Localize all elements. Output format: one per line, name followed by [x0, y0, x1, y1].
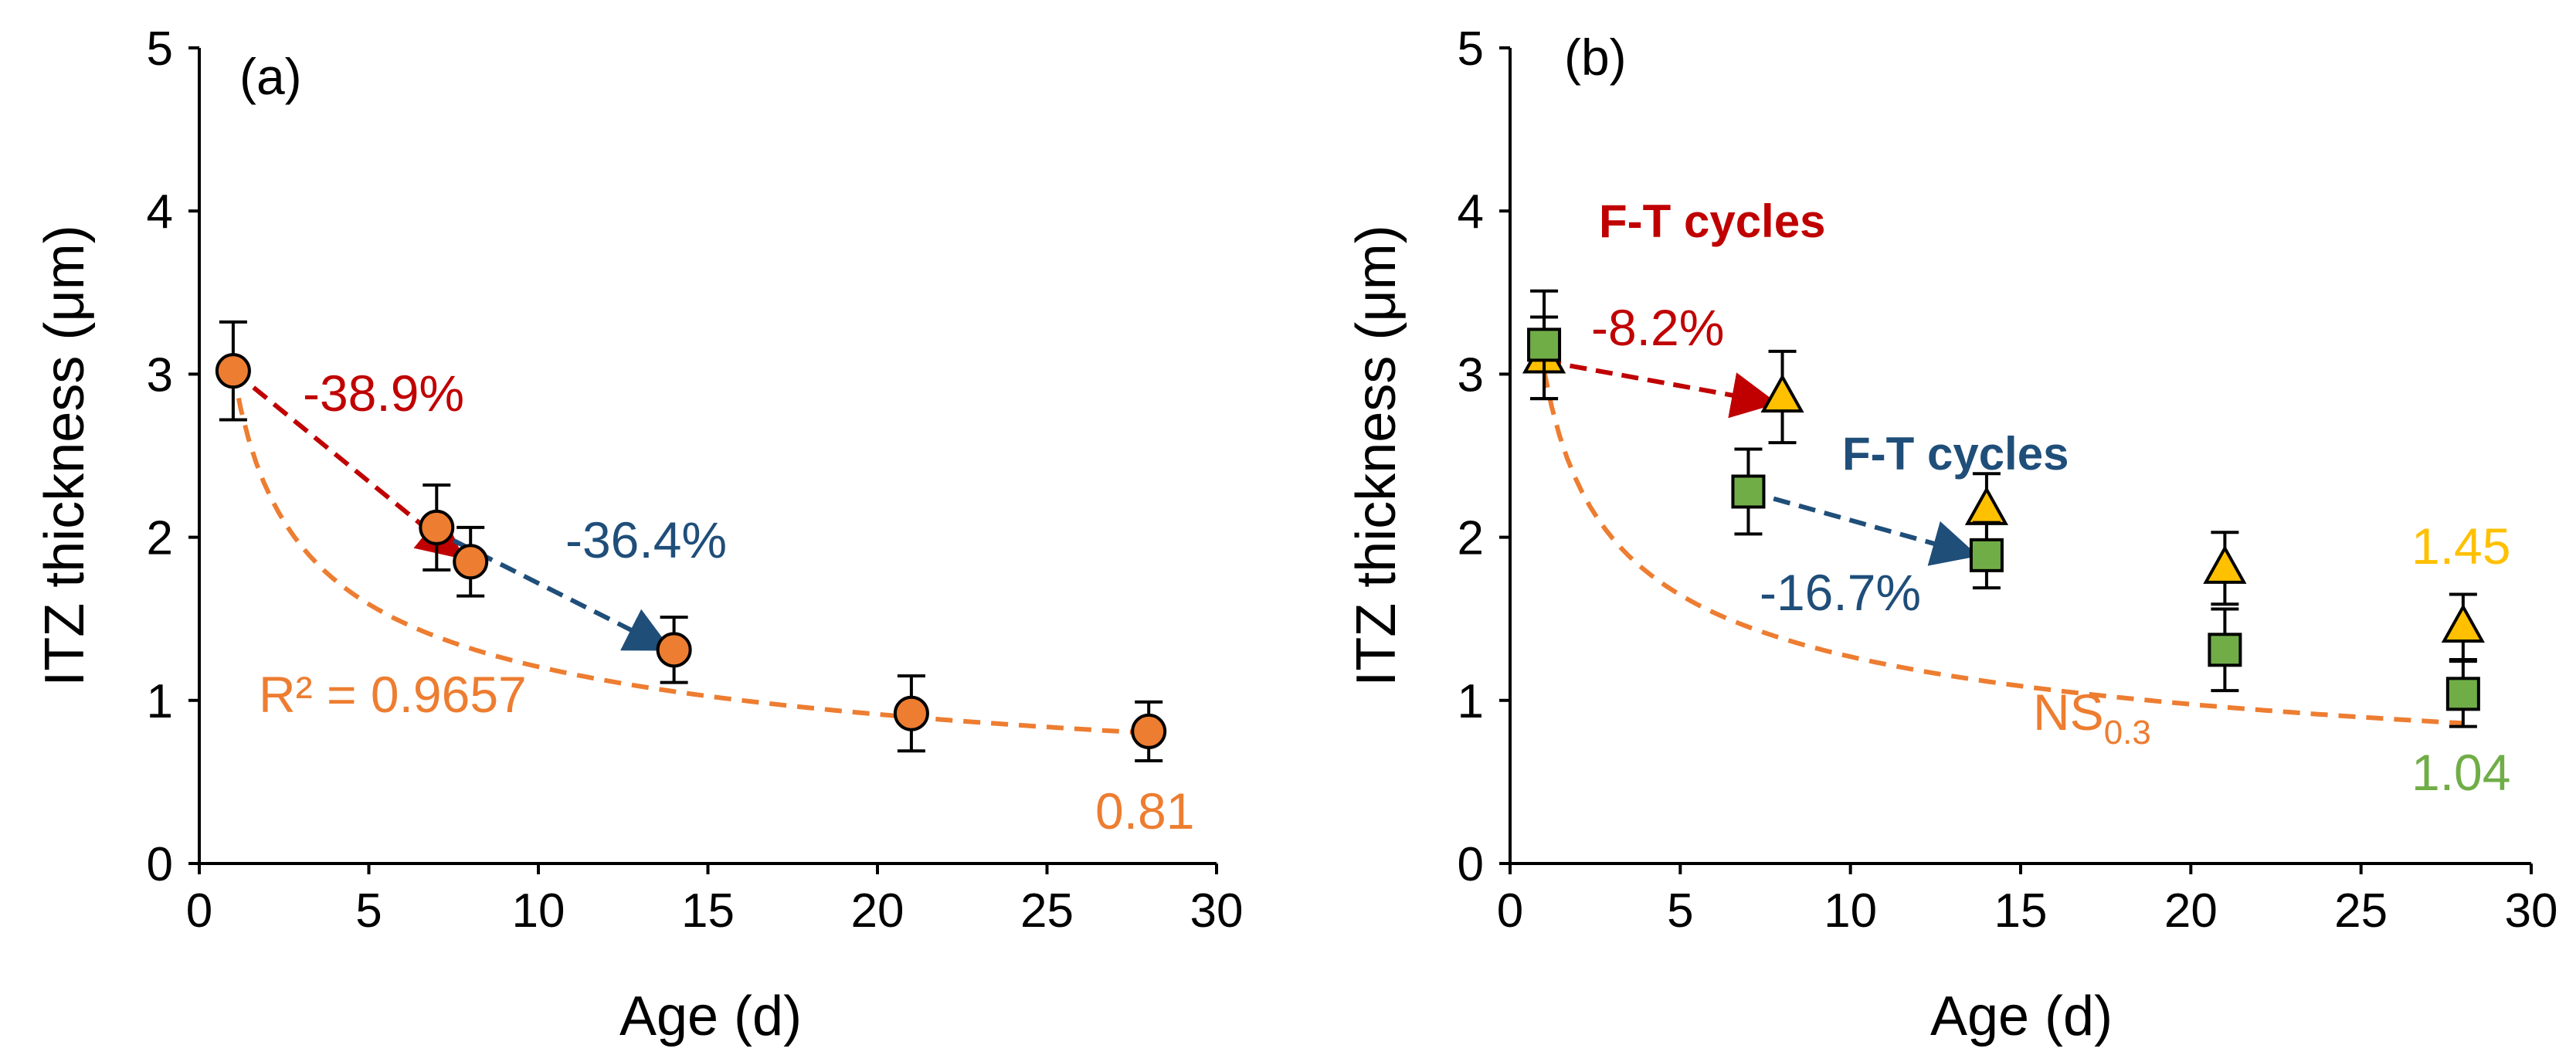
panel-b-point-triangle	[1760, 373, 1804, 413]
panel-b-ns-main: NS	[2033, 684, 2104, 741]
panel-b-x-tick-label: 25	[2334, 884, 2388, 938]
panel-a-x-tick-label: 15	[681, 884, 735, 938]
panel-a-blue-percent: -36.4%	[565, 511, 727, 568]
panel-b-blue-title: F-T cycles	[1842, 428, 2069, 480]
panel-b-point-square	[1969, 538, 2004, 572]
panel-b-y-tick-label: 3	[1458, 348, 1484, 402]
panel-b-arrow-blue	[1747, 489, 1979, 566]
panel-a-point-circle	[1131, 713, 1167, 749]
panel-a-y-tick-label: 1	[147, 675, 173, 728]
panel-a-y-tick-label: 3	[147, 348, 173, 402]
panel-a-x-label: Age (d)	[619, 986, 802, 1047]
panel-b-x-tick-label: 5	[1667, 884, 1693, 938]
panel-b-y-label: ITZ thickness (μm)	[1346, 225, 1407, 687]
panel-a-chart: 0 1 2 3 4 5 0 5 10 15 20 25 30 (a) Age (d) ITZ thick…	[34, 22, 1243, 1047]
panel-a-y-label: ITZ thickness (μm)	[34, 225, 96, 687]
panel-b-square-last: 1.04	[2411, 744, 2510, 801]
panel-b-point-triangle	[2441, 603, 2485, 643]
panel-b-points	[1522, 289, 2485, 728]
panel-b-point-square	[2445, 677, 2480, 711]
panel-a-y-tick-label: 0	[147, 838, 173, 891]
panel-b-y-tick-label: 0	[1458, 838, 1484, 891]
panel-b-ns-sub: 0.3	[2104, 714, 2151, 752]
panel-b-x-tick-label: 30	[2505, 884, 2558, 938]
panel-a-point-circle	[893, 695, 929, 731]
panel-a-r-squared: R² = 0.9657	[259, 666, 527, 723]
panel-b-x-tick-label: 20	[2164, 884, 2218, 938]
panel-b-point-triangle	[1964, 486, 2009, 525]
panel-b-trendline	[1542, 370, 2464, 726]
panel-a-y-tick-label: 2	[147, 512, 173, 565]
panel-b-y-tick-label: 1	[1458, 675, 1484, 728]
panel-b-y-tick-label: 2	[1458, 512, 1484, 565]
panel-a-axes: 0 1 2 3 4 5 0 5 10 15 20 25 30	[147, 22, 1244, 938]
panel-a-label: (a)	[239, 48, 302, 105]
panel-a-trendline-group	[230, 370, 1149, 735]
panel-a-y-tick-label: 5	[147, 22, 173, 76]
panel-a-red-percent: -38.9%	[303, 365, 464, 422]
panel-a-x-tick-label: 5	[355, 884, 382, 938]
panel-a-points	[215, 320, 1167, 762]
panel-a-point-circle	[215, 353, 251, 389]
panel-a-point-circle	[656, 632, 692, 668]
panel-a-point-circle	[419, 509, 455, 545]
panel-b-trendline-group	[1542, 370, 2464, 726]
panel-b-chart: 0 1 2 3 4 5 0 5 10 15 20 25 30 (b) Age (d) ITZ thick…	[1346, 22, 2557, 1047]
panel-b-arrow-red	[1543, 358, 1778, 419]
panel-a-x-tick-label: 10	[512, 884, 565, 938]
panel-b-blue-percent: -16.7%	[1760, 564, 1921, 621]
panel-b-x-tick-label: 15	[1994, 884, 2048, 938]
panel-a-x-tick-label: 0	[186, 884, 212, 938]
panel-a-point-circle	[453, 544, 489, 580]
panel-a-trendline	[230, 370, 1149, 735]
panel-a-y-tick-label: 4	[147, 185, 173, 239]
panel-a-x-tick-label: 25	[1020, 884, 1074, 938]
panel-a-arrow-blue	[452, 538, 673, 651]
panel-b-label: (b)	[1564, 29, 1627, 86]
panel-b-ns-label: NS0.3	[2033, 684, 2151, 752]
panel-b-triangle-last: 1.45	[2411, 517, 2510, 575]
panel-b-red-percent: -8.2%	[1591, 299, 1724, 356]
panel-b-axes: 0 1 2 3 4 5 0 5 10 15 20 25 30	[1458, 22, 2558, 938]
panel-b-y-tick-label: 5	[1458, 22, 1484, 76]
panel-b-point-triangle	[2203, 545, 2247, 584]
panel-a-x-tick-label: 20	[851, 884, 904, 938]
panel-b-point-square	[1731, 474, 1766, 509]
panel-b-x-tick-label: 10	[1824, 884, 1877, 938]
panel-b-point-square	[1527, 327, 1562, 362]
panel-b-arrows	[1543, 358, 1979, 566]
panel-b-point-square	[2208, 633, 2242, 667]
panel-a-x-tick-label: 30	[1190, 884, 1244, 938]
panel-b-x-label: Age (d)	[1930, 986, 2113, 1047]
panel-b-y-tick-label: 4	[1458, 185, 1484, 239]
panel-a-last-value: 0.81	[1095, 782, 1194, 840]
panel-b-x-tick-label: 0	[1497, 884, 1523, 938]
panel-b-red-title: F-T cycles	[1599, 195, 1825, 247]
